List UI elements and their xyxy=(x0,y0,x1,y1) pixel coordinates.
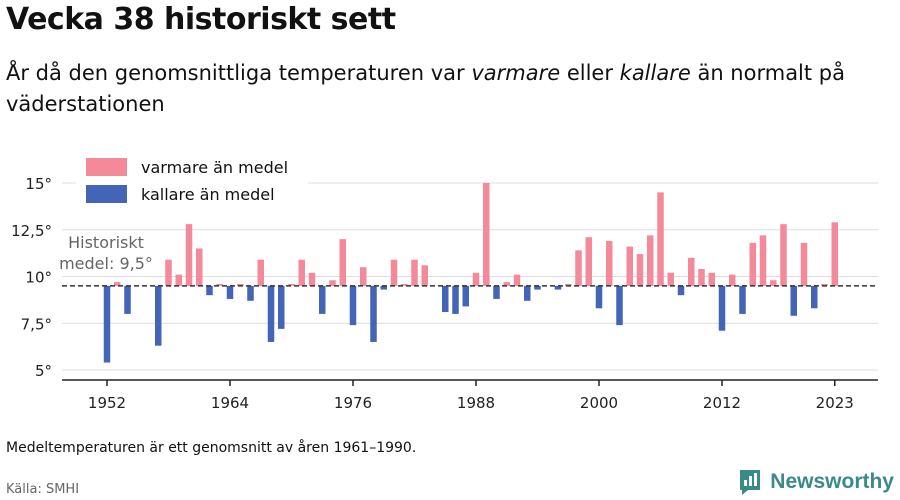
legend-label: kallare än medel xyxy=(141,185,275,204)
chart-title: Vecka 38 historiskt sett xyxy=(6,2,396,37)
bar-cold xyxy=(524,285,531,301)
x-tick-label: 2012 xyxy=(703,394,741,412)
bar-warm xyxy=(257,259,264,286)
bar-warm xyxy=(114,282,121,286)
bar-warm xyxy=(288,283,295,286)
newsworthy-logo-icon xyxy=(740,470,761,495)
bar-warm xyxy=(513,274,521,286)
bar-cold xyxy=(790,285,797,316)
bar-warm xyxy=(729,274,736,286)
bar-warm xyxy=(165,259,172,286)
y-tick-label: 12,5° xyxy=(11,222,52,240)
brand-name: Newsworthy xyxy=(770,470,894,493)
legend-swatch xyxy=(86,158,127,176)
bar-cold xyxy=(554,285,562,290)
bar-warm xyxy=(308,272,316,286)
bar-warm xyxy=(708,272,715,286)
bar-cold xyxy=(319,285,326,314)
bar-warm xyxy=(401,283,408,286)
bar-cold xyxy=(380,285,387,290)
bar-warm xyxy=(831,222,838,286)
bar-warm xyxy=(749,242,756,286)
bar-warm xyxy=(565,283,572,286)
bar-warm xyxy=(780,224,787,286)
bar-warm xyxy=(770,280,777,286)
bar-warm xyxy=(390,259,398,286)
bar-cold xyxy=(370,285,377,342)
bar-warm xyxy=(472,272,480,286)
bar-warm xyxy=(329,280,336,286)
bar-warm xyxy=(698,269,705,286)
warm-word: varmare xyxy=(471,61,561,85)
bar-cold xyxy=(267,285,275,342)
bar-cold xyxy=(493,285,500,299)
bar-warm xyxy=(483,183,490,286)
bar-warm xyxy=(298,259,305,286)
bar-cold xyxy=(247,285,254,301)
bar-cold xyxy=(442,285,449,313)
y-tick-label: 15° xyxy=(25,175,52,193)
bar-warm xyxy=(626,246,633,286)
x-tick-label: 1988 xyxy=(457,394,495,412)
bar-cold xyxy=(206,285,213,296)
bar-warm xyxy=(688,257,695,286)
bar-cold xyxy=(718,285,726,331)
cold-word: kallare xyxy=(619,61,691,85)
bar-warm xyxy=(411,259,418,286)
y-tick-label: 5° xyxy=(35,362,52,380)
bar-cold xyxy=(677,285,685,296)
bar-warm xyxy=(575,250,582,286)
x-tick-label: 1976 xyxy=(334,394,372,412)
mean-label: Historiskt xyxy=(68,233,144,252)
bar-warm xyxy=(800,242,808,286)
legend-label: varmare än medel xyxy=(141,158,288,177)
bar-warm xyxy=(636,254,644,286)
x-tick-label: 2023 xyxy=(816,394,854,412)
x-tick-label: 1952 xyxy=(88,394,126,412)
bar-warm xyxy=(237,283,244,286)
legend-swatch xyxy=(86,185,127,203)
bar-cold xyxy=(103,285,111,363)
bar-cold xyxy=(278,285,285,329)
bar-warm xyxy=(175,274,182,286)
bar-cold xyxy=(739,285,746,314)
bar-cold xyxy=(534,285,541,290)
legend: varmare än medel kallare än medel xyxy=(76,152,308,214)
y-tick-label: 10° xyxy=(25,269,52,287)
y-tick-label: 7,5° xyxy=(21,315,52,333)
bar-cold xyxy=(616,285,623,326)
bar-warm xyxy=(821,283,828,286)
bar-warm xyxy=(216,283,223,286)
mean-label: medel: 9,5° xyxy=(59,254,153,273)
bar-warm xyxy=(585,237,592,286)
bar-cold xyxy=(124,285,131,314)
bar-warm xyxy=(339,239,346,286)
bar-cold xyxy=(595,285,603,309)
bar-cold xyxy=(462,285,469,307)
bar-warm xyxy=(185,224,193,286)
bar-chart: 5° 7,5° 10° 12,5° 15° Historiskt medel: 9,5° 1… xyxy=(11,152,878,412)
bar-warm xyxy=(503,282,510,286)
bar-warm xyxy=(759,235,767,286)
bar-cold xyxy=(155,285,162,346)
bar-warm xyxy=(606,240,613,286)
bar-warm xyxy=(421,265,428,286)
bar-cold xyxy=(452,285,459,314)
brand-logo[interactable]: Newsworthy xyxy=(738,468,894,496)
x-tick-label: 2000 xyxy=(580,394,618,412)
chart-subtitle: År då den genomsnittliga temperaturen va… xyxy=(6,61,845,116)
x-tick-label: 1964 xyxy=(211,394,249,412)
bar-warm xyxy=(657,192,664,286)
footnote: Medeltemperaturen är ett genomsnitt av å… xyxy=(6,440,417,456)
bar-warm xyxy=(360,267,367,286)
axes: Historiskt medel: 9,5° 1952 1964 1976 1988 200… xyxy=(57,231,878,412)
bar-cold xyxy=(226,285,234,299)
bars xyxy=(103,183,838,363)
bar-warm xyxy=(647,235,654,286)
source-label: Källa: SMHI xyxy=(6,482,80,497)
bar-cold xyxy=(349,285,357,326)
bar-warm xyxy=(667,272,674,286)
bar-cold xyxy=(811,285,818,309)
bar-warm xyxy=(196,248,203,286)
